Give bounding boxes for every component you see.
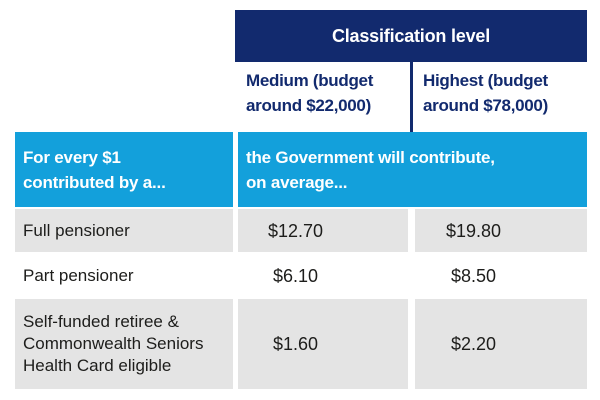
subheader-right-line1: the Government will contribute, (246, 147, 495, 167)
column-divider-line (410, 62, 413, 132)
subheader-right-line2: on average... (246, 172, 348, 192)
medium-value: $6.10 (272, 265, 319, 286)
table-row-self-funded-retiree: Self-funded retiree & Commonwealth Senio… (15, 299, 587, 389)
highest-header-line2: around $78,000) (423, 96, 548, 115)
empty-corner-cell (15, 62, 233, 132)
subheader-right-cell: the Government will contribute, on avera… (238, 132, 587, 207)
highest-value: $19.80 (445, 220, 502, 241)
row-label-cell: Full pensioner (15, 209, 233, 252)
subheader-left-line2: contributed by a... (23, 172, 166, 192)
medium-value-cell: $12.70 (238, 209, 408, 252)
highest-value-cell: $19.80 (415, 209, 587, 252)
row-label: Full pensioner (23, 220, 130, 240)
highest-value: $2.20 (450, 334, 497, 354)
table-row-part-pensioner: Part pensioner $6.10 $8.50 (15, 254, 587, 297)
table-header-row: Classification level (15, 10, 587, 62)
classification-level-label: Classification level (331, 25, 491, 46)
highest-header-line1: Highest (budget (423, 71, 548, 90)
row-label-cell: Self-funded retiree & Commonwealth Senio… (15, 299, 233, 389)
medium-value: $12.70 (267, 220, 324, 241)
table-row-full-pensioner: Full pensioner $12.70 $19.80 (15, 209, 587, 252)
highest-value-cell: $2.20 (415, 299, 587, 389)
subheader-left-line1: For every $1 (23, 147, 121, 167)
column-gap (408, 62, 415, 132)
classification-level-header: Classification level (235, 10, 587, 62)
highest-value-cell: $8.50 (415, 254, 587, 297)
column-header-row: Medium (budget around $22,000) Highest (… (15, 62, 587, 132)
column-header-medium: Medium (budget around $22,000) (238, 62, 408, 132)
highest-value: $8.50 (450, 265, 497, 286)
subheader-left-cell: For every $1 contributed by a... (15, 132, 233, 207)
column-gap (408, 254, 415, 297)
medium-header-line2: around $22,000) (246, 96, 371, 115)
row-label: Part pensioner (23, 265, 134, 285)
contribution-table: Classification level Medium (budget arou… (15, 10, 587, 389)
subheader-row: For every $1 contributed by a... the Gov… (15, 132, 587, 207)
row-label-cell: Part pensioner (15, 254, 233, 297)
row-label: Self-funded retiree & Commonwealth Senio… (23, 312, 204, 375)
medium-value-cell: $6.10 (238, 254, 408, 297)
medium-value: $1.60 (272, 334, 319, 354)
column-header-highest: Highest (budget around $78,000) (415, 62, 587, 132)
column-gap (408, 209, 415, 252)
column-gap (408, 299, 415, 389)
medium-value-cell: $1.60 (238, 299, 408, 389)
medium-header-line1: Medium (budget (246, 71, 374, 90)
